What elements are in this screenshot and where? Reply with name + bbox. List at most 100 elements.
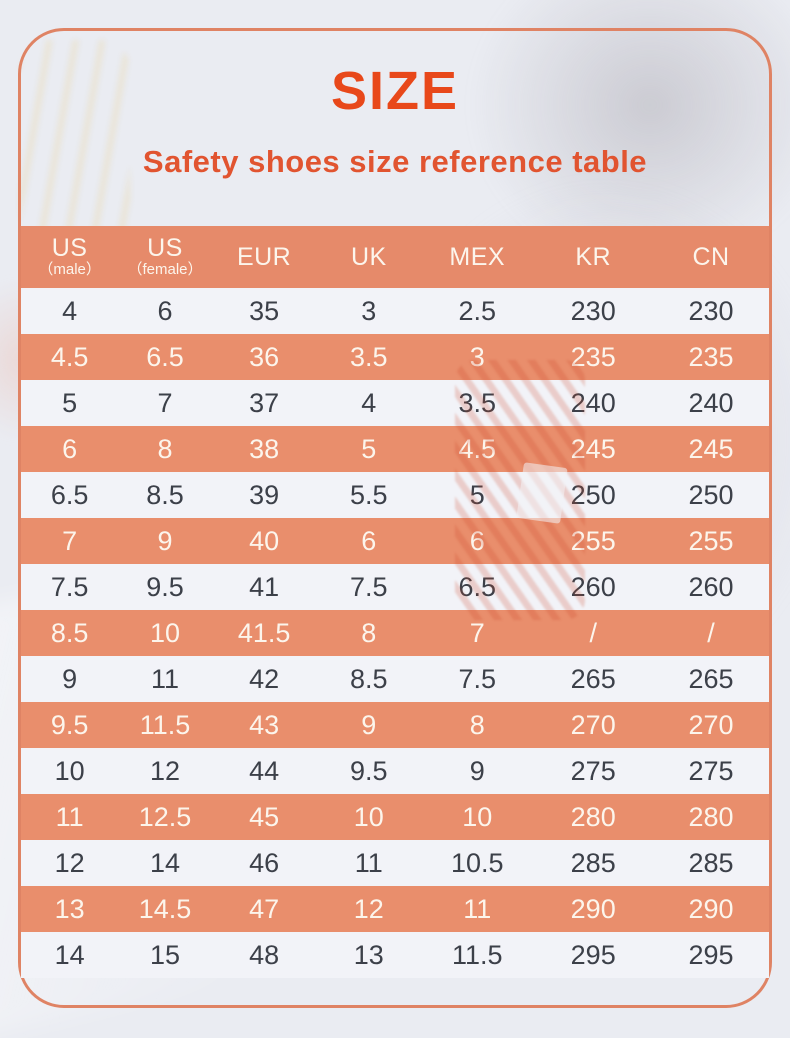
size-cell: 265 (653, 656, 769, 702)
size-cell: 3.5 (421, 380, 534, 426)
size-cell: 275 (533, 748, 654, 794)
size-cell: 285 (533, 840, 654, 886)
size-cell: 9.5 (316, 748, 422, 794)
column-label: UK (350, 243, 387, 271)
size-cell: 11 (316, 840, 422, 886)
table-row: 5 7 37 4 3.5 240 240 (21, 380, 769, 426)
size-table: US （male） US （female） EUR UK MEX KR CN 4 6 35 3 2.5 2… (21, 226, 769, 978)
size-cell: 5 (21, 380, 119, 426)
table-row: 7.5 9.5 41 7.5 6.5 260 260 (21, 564, 769, 610)
size-cell: 7 (118, 380, 212, 426)
table-row: 6 8 38 5 4.5 245 245 (21, 426, 769, 472)
size-cell: 48 (211, 932, 317, 978)
size-cell: 35 (211, 288, 317, 334)
size-cell: 36 (211, 334, 317, 380)
size-cell: / (653, 610, 769, 656)
size-cell: 9 (316, 702, 422, 748)
size-cell: 9.5 (21, 702, 119, 748)
table-row: 4.5 6.5 36 3.5 3 235 235 (21, 334, 769, 380)
size-cell: 255 (653, 518, 769, 564)
size-cell: 41.5 (211, 610, 317, 656)
size-cell: 10.5 (421, 840, 534, 886)
size-cell: 13 (21, 886, 119, 932)
size-cell: 230 (653, 288, 769, 334)
table-row: 14 15 48 13 11.5 295 295 (21, 932, 769, 978)
size-cell: 10 (118, 610, 212, 656)
size-cell: 9 (118, 518, 212, 564)
size-cell: 280 (533, 794, 654, 840)
size-cell: 41 (211, 564, 317, 610)
size-cell: 7.5 (21, 564, 119, 610)
size-cell: 15 (118, 932, 212, 978)
header-row: US （male） US （female） EUR UK MEX KR CN (21, 226, 769, 288)
size-cell: 285 (653, 840, 769, 886)
size-cell: 10 (316, 794, 422, 840)
table-row: 10 12 44 9.5 9 275 275 (21, 748, 769, 794)
size-cell: 275 (653, 748, 769, 794)
column-header: US （male） (21, 226, 119, 288)
size-cell: 9.5 (118, 564, 212, 610)
size-cell: 14.5 (118, 886, 212, 932)
table-row: 7 9 40 6 6 255 255 (21, 518, 769, 564)
size-cell: 14 (118, 840, 212, 886)
size-cell: 39 (211, 472, 317, 518)
size-cell: 6 (118, 288, 212, 334)
size-cell: 270 (533, 702, 654, 748)
size-cell: 5.5 (316, 472, 422, 518)
size-cell: 44 (211, 748, 317, 794)
column-label: US (147, 234, 183, 262)
size-cell: 7 (421, 610, 534, 656)
column-label: KR (575, 243, 612, 271)
size-cell: 42 (211, 656, 317, 702)
page-subtitle: Safety shoes size reference table (142, 144, 648, 179)
table-row: 4 6 35 3 2.5 230 230 (21, 288, 769, 334)
column-label: MEX (449, 243, 506, 271)
size-cell: 2.5 (421, 288, 534, 334)
size-cell: 6 (316, 518, 422, 564)
column-header: KR (533, 226, 654, 288)
size-cell: 8.5 (118, 472, 212, 518)
column-label: EUR (236, 243, 292, 271)
size-cell: 255 (533, 518, 654, 564)
size-cell: 8 (118, 426, 212, 472)
size-cell: 47 (211, 886, 317, 932)
size-cell: 5 (421, 472, 534, 518)
table-row: 9 11 42 8.5 7.5 265 265 (21, 656, 769, 702)
column-header: EUR (211, 226, 317, 288)
table-row: 12 14 46 11 10.5 285 285 (21, 840, 769, 886)
size-cell: 7.5 (421, 656, 534, 702)
size-cell: 6 (21, 426, 119, 472)
size-cell: 240 (533, 380, 654, 426)
size-cell: 230 (533, 288, 654, 334)
size-cell: 4.5 (21, 334, 119, 380)
size-cell: 11.5 (421, 932, 534, 978)
size-cell: 8.5 (21, 610, 119, 656)
table-row: 8.5 10 41.5 8 7// (21, 610, 769, 656)
size-cell: 3.5 (316, 334, 422, 380)
column-sublabel: （male） (38, 261, 101, 278)
size-cell: 14 (21, 932, 119, 978)
size-cell: 280 (653, 794, 769, 840)
column-header: CN (653, 226, 769, 288)
size-cell: 10 (21, 748, 119, 794)
size-cell: 245 (653, 426, 769, 472)
size-cell: 260 (653, 564, 769, 610)
size-cell: 10 (421, 794, 534, 840)
column-header: UK (316, 226, 422, 288)
table-row: 9.5 11.5 43 9 8 270 270 (21, 702, 769, 748)
size-cell: 235 (653, 334, 769, 380)
size-cell: 11 (21, 794, 119, 840)
size-cell: 295 (653, 932, 769, 978)
size-cell: 6.5 (421, 564, 534, 610)
size-cell: 43 (211, 702, 317, 748)
size-cell: / (533, 610, 654, 656)
size-cell: 12.5 (118, 794, 212, 840)
size-cell: 4 (316, 380, 422, 426)
page-title: SIZE (330, 61, 460, 121)
size-cell: 8.5 (316, 656, 422, 702)
size-cell: 3 (316, 288, 422, 334)
size-cell: 11 (118, 656, 212, 702)
size-cell: 6.5 (118, 334, 212, 380)
frame-border (18, 28, 772, 1008)
size-cell: 7.5 (316, 564, 422, 610)
